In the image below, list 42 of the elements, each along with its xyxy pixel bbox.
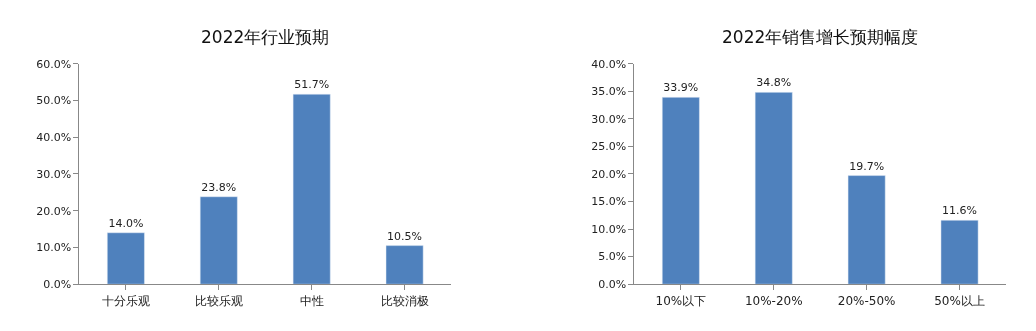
bar (847, 175, 886, 285)
y-tick-label: 35.0% (591, 85, 627, 99)
chart-title: 2022年销售增长预期幅度 (722, 27, 919, 47)
x-tick-label: 10%-20% (744, 293, 803, 308)
y-tick-label: 10.0% (591, 222, 627, 236)
y-tick-label: 30.0% (36, 167, 72, 181)
data-label: 11.6% (942, 204, 978, 218)
y-tick-label: 40.0% (591, 57, 627, 71)
data-label: 34.8% (756, 76, 792, 90)
data-label: 14.0% (108, 216, 144, 230)
data-label: 19.7% (849, 159, 885, 173)
data-label: 23.8% (201, 180, 237, 194)
data-label: 51.7% (294, 78, 330, 92)
y-tick-label: 15.0% (591, 195, 627, 209)
y-tick-label: 20.0% (591, 167, 627, 181)
y-tick-label: 20.0% (36, 204, 72, 218)
y-tick-label: 0.0% (598, 278, 627, 292)
y-tick-label: 10.0% (36, 241, 72, 255)
y-tick-label: 50.0% (36, 94, 72, 108)
x-tick-label: 比较乐观 (194, 293, 243, 308)
x-tick-label: 中性 (299, 293, 324, 308)
bar (940, 220, 979, 285)
y-tick-label: 30.0% (591, 112, 627, 126)
y-tick-label: 40.0% (36, 131, 72, 145)
data-label: 10.5% (387, 229, 423, 243)
bar (385, 245, 424, 285)
y-tick-label: 25.0% (591, 140, 627, 154)
bar (107, 232, 145, 285)
bar (292, 93, 331, 285)
chart-title: 2022年行业预期 (201, 27, 330, 47)
y-tick-label: 5.0% (598, 250, 627, 264)
bar (199, 196, 238, 285)
x-tick-label: 20%-50% (837, 293, 896, 308)
bar (754, 92, 793, 285)
y-tick-label: 60.0% (36, 57, 72, 71)
x-tick-label: 50%以上 (934, 293, 985, 308)
bar (662, 97, 700, 285)
x-tick-label: 10%以下 (655, 293, 707, 308)
y-tick-label: 0.0% (43, 278, 72, 292)
x-tick-label: 比较消极 (380, 293, 429, 308)
data-label: 33.9% (663, 81, 699, 95)
x-tick-label: 十分乐观 (101, 293, 150, 308)
